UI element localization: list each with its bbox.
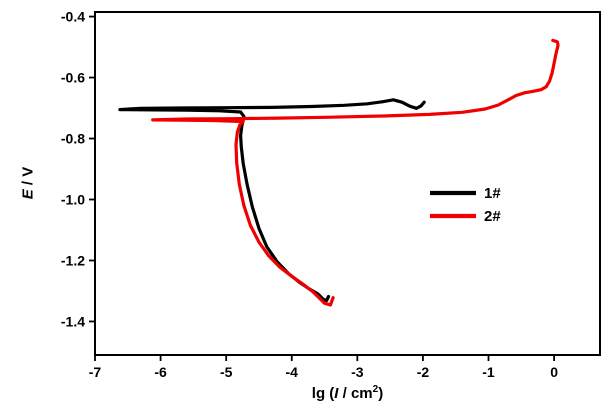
x-axis-label-variable: I bbox=[334, 385, 339, 402]
plot-frame bbox=[94, 11, 601, 356]
legend-label-1#: 1# bbox=[484, 185, 501, 202]
x-axis-label-superscript: 2 bbox=[372, 384, 379, 395]
y-tick-label: -1.4 bbox=[61, 313, 85, 329]
series-curve-2# bbox=[151, 38, 560, 307]
y-tick-label: -1.2 bbox=[61, 252, 85, 268]
x-tick-label: -2 bbox=[417, 364, 430, 380]
x-tick-label: -7 bbox=[89, 364, 102, 380]
x-tick-label: -3 bbox=[351, 364, 364, 380]
x-tick-label: -1 bbox=[482, 364, 495, 380]
x-axis-label-unit: / cm bbox=[338, 385, 373, 402]
series-curve-1# bbox=[118, 98, 426, 303]
y-axis-label-variable: E bbox=[19, 189, 37, 200]
x-tick-label: -4 bbox=[286, 364, 299, 380]
x-tick-label: 0 bbox=[550, 364, 558, 380]
x-axis-label-suffix: ) bbox=[378, 385, 384, 402]
x-axis-label: lg (I / cm2) bbox=[95, 384, 600, 402]
legend-label-2#: 2# bbox=[484, 208, 501, 225]
y-axis-label: E / V bbox=[20, 167, 37, 200]
y-tick-label: -0.6 bbox=[61, 70, 85, 86]
y-tick-label: -0.4 bbox=[61, 9, 85, 25]
x-tick-label: -6 bbox=[154, 364, 167, 380]
x-axis-label-prefix: lg ( bbox=[311, 385, 335, 402]
x-tick-label: -5 bbox=[220, 364, 233, 380]
y-tick-label: -1.0 bbox=[61, 192, 85, 208]
y-axis-label-unit: / V bbox=[19, 166, 37, 190]
y-tick-label: -0.8 bbox=[61, 131, 85, 147]
